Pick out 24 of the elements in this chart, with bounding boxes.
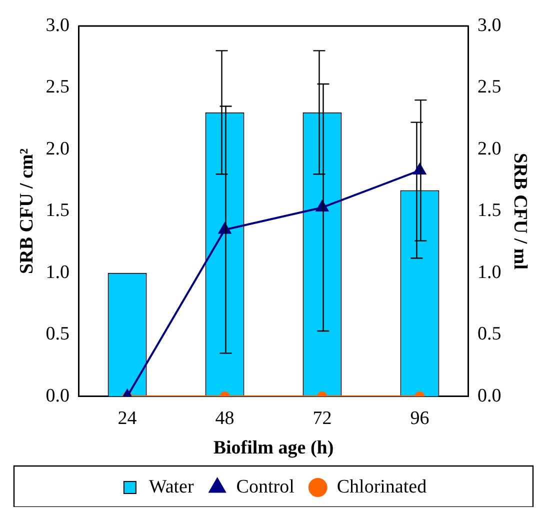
y-tick-label: 1.0 [46, 262, 70, 283]
y-tick-label: 2.5 [46, 76, 70, 98]
y-tick-label: 3.0 [46, 14, 70, 36]
y2-tick-label: 0.0 [477, 385, 502, 406]
y2-tick-label: 2.5 [477, 76, 502, 98]
legend-label: Control [236, 476, 294, 498]
legend-label: Chlorinated [336, 476, 428, 498]
y-tick-label: 2.0 [46, 138, 70, 160]
y2-axis-title: SRB CFU / ml [510, 152, 531, 270]
x-tick-label: 24 [118, 408, 138, 429]
y-tick-label: 0.0 [46, 385, 70, 406]
y-tick-label: 1.5 [46, 200, 70, 222]
legend-label: Water [148, 476, 194, 498]
y2-tick-label: 3.0 [477, 14, 502, 36]
y2-tick-label: 0.5 [477, 324, 502, 345]
x-tick-label: 48 [215, 408, 234, 429]
y2-tick-label: 2.0 [477, 138, 502, 160]
y-tick-label: 0.5 [46, 324, 70, 345]
y2-tick-label: 1.0 [477, 262, 502, 283]
x-tick-label: 96 [410, 408, 430, 429]
x-axis-title: Biofilm age (h) [213, 438, 334, 459]
y-axis-title: SRB CFU / cm² [16, 148, 38, 274]
y2-tick-label: 1.5 [477, 200, 502, 222]
x-tick-label: 72 [312, 408, 332, 429]
